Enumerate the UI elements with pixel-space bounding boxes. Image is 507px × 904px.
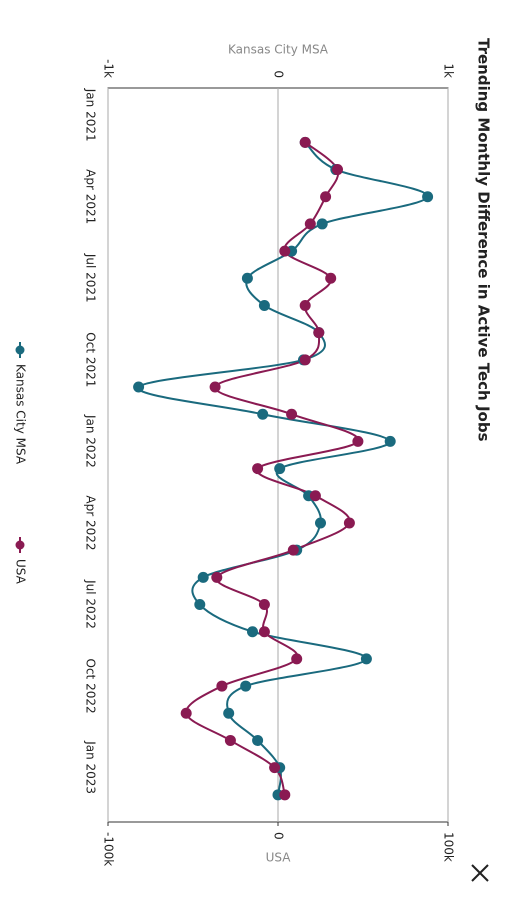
data-point [299, 136, 311, 148]
data-point [252, 463, 264, 475]
data-point [343, 517, 355, 529]
y2-tick-label: -100k [102, 832, 116, 866]
data-point [209, 381, 221, 393]
data-point [211, 571, 223, 583]
y2-axis-title: USA [266, 851, 292, 865]
y-tick-label: -1k [102, 59, 116, 78]
data-point [352, 435, 364, 447]
data-point [241, 272, 253, 284]
x-tick-label: Oct 2021 [84, 332, 98, 387]
data-point [258, 626, 270, 638]
data-point [223, 707, 235, 719]
data-point [269, 762, 281, 774]
data-point [422, 191, 434, 203]
close-icon[interactable] [471, 864, 489, 882]
data-point [252, 734, 264, 746]
y2-tick-label: 0 [272, 832, 286, 840]
data-point [258, 599, 270, 611]
y-tick-label: 0 [272, 70, 286, 78]
data-point [309, 490, 321, 502]
legend-swatch [15, 540, 25, 550]
data-point [313, 327, 325, 339]
data-point [279, 789, 291, 801]
data-point [279, 245, 291, 257]
data-point [287, 544, 299, 556]
chart-title: Trending Monthly Difference in Active Te… [475, 38, 493, 442]
data-point [316, 218, 328, 230]
legend-label: USA [14, 559, 28, 585]
data-point [384, 435, 396, 447]
y-tick-label: 1k [442, 63, 456, 78]
data-point [299, 354, 311, 366]
x-tick-label: Apr 2022 [84, 495, 98, 550]
x-tick-label: Oct 2022 [84, 659, 98, 714]
data-point [257, 408, 269, 420]
data-point [224, 734, 236, 746]
data-point [180, 707, 192, 719]
data-point [247, 626, 258, 638]
data-point [286, 408, 298, 420]
data-point [325, 272, 337, 284]
data-point [194, 599, 206, 611]
y2-tick-label: 100k [442, 832, 456, 862]
data-point [315, 517, 326, 529]
data-point [274, 463, 286, 475]
x-tick-label: Jan 2023 [84, 740, 98, 794]
legend-swatch [15, 345, 25, 355]
legend-label: Kansas City MSA [14, 364, 28, 465]
data-point [304, 218, 316, 230]
data-point [240, 680, 252, 692]
x-tick-label: Jul 2021 [84, 253, 98, 303]
chart: Trending Monthly Difference in Active Te… [14, 38, 493, 882]
data-point [197, 571, 209, 583]
data-point [216, 680, 228, 692]
data-point [133, 381, 145, 393]
x-tick-label: Jan 2022 [84, 414, 98, 468]
data-point [291, 653, 303, 665]
series-line [185, 141, 360, 796]
x-tick-label: Apr 2021 [84, 169, 98, 224]
data-point [258, 299, 270, 311]
data-point [360, 653, 372, 665]
data-point [332, 164, 343, 176]
data-point [299, 299, 311, 311]
x-tick-label: Jan 2021 [84, 88, 98, 142]
x-tick-label: Jul 2022 [84, 579, 98, 629]
y-axis-title: Kansas City MSA [228, 43, 329, 57]
data-point [320, 191, 332, 203]
close-button[interactable] [471, 864, 489, 882]
